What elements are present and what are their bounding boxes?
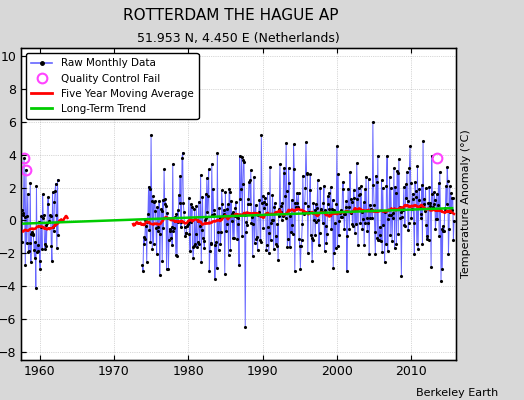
Y-axis label: Temperature Anomaly (°C): Temperature Anomaly (°C): [462, 130, 472, 278]
Text: ROTTERDAM THE HAGUE AP: ROTTERDAM THE HAGUE AP: [123, 8, 339, 23]
Title: 51.953 N, 4.450 E (Netherlands): 51.953 N, 4.450 E (Netherlands): [137, 32, 340, 46]
Legend: Raw Monthly Data, Quality Control Fail, Five Year Moving Average, Long-Term Tren: Raw Monthly Data, Quality Control Fail, …: [26, 53, 199, 119]
Text: Berkeley Earth: Berkeley Earth: [416, 388, 498, 398]
